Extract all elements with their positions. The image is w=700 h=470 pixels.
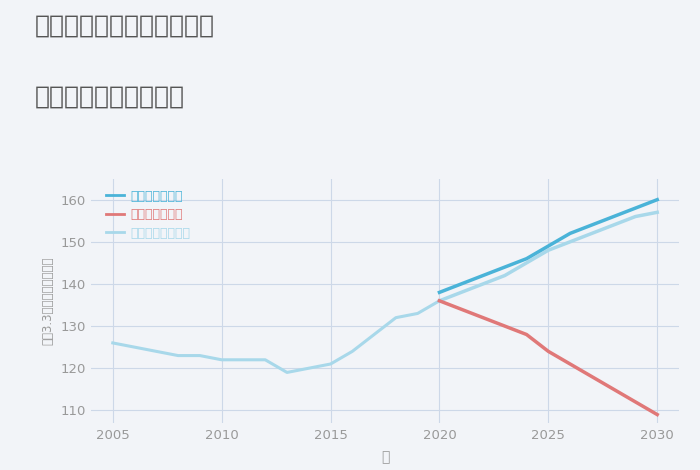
Line: グッドシナリオ: グッドシナリオ [440,200,657,292]
バッドシナリオ [457,306,466,312]
グッドシナリオ [435,290,444,295]
ノーマルシナリオ [631,214,640,219]
グッドシナリオ [479,273,487,278]
グッドシナリオ [566,231,574,236]
バッドシナリオ [435,298,444,304]
グッドシナリオ [500,264,509,270]
バッドシナリオ [653,412,662,417]
グッドシナリオ [457,281,466,287]
グッドシナリオ [544,243,552,249]
ノーマルシナリオ [566,239,574,244]
ノーマルシナリオ [479,281,487,287]
バッドシナリオ [610,386,618,392]
Line: バッドシナリオ: バッドシナリオ [440,301,657,415]
バッドシナリオ [566,361,574,367]
ノーマルシナリオ [588,231,596,236]
グッドシナリオ [653,197,662,203]
バッドシナリオ [631,399,640,405]
バッドシナリオ [479,315,487,321]
Text: 中古戸建ての価格推移: 中古戸建ての価格推移 [35,85,185,109]
グッドシナリオ [522,256,531,261]
グッドシナリオ [588,222,596,228]
ノーマルシナリオ [610,222,618,228]
Y-axis label: 坪（3.3㎡）単価（万円）: 坪（3.3㎡）単価（万円） [41,257,55,345]
グッドシナリオ [610,214,618,219]
ノーマルシナリオ [544,247,552,253]
X-axis label: 年: 年 [381,450,389,464]
Text: 兵庫県西宮市今津社前町の: 兵庫県西宮市今津社前町の [35,14,215,38]
Legend: グッドシナリオ, バッドシナリオ, ノーマルシナリオ: グッドシナリオ, バッドシナリオ, ノーマルシナリオ [103,187,193,243]
Line: ノーマルシナリオ: ノーマルシナリオ [440,212,657,301]
バッドシナリオ [544,349,552,354]
バッドシナリオ [588,374,596,379]
ノーマルシナリオ [457,290,466,295]
ノーマルシナリオ [653,210,662,215]
バッドシナリオ [500,323,509,329]
ノーマルシナリオ [522,260,531,266]
ノーマルシナリオ [500,273,509,278]
バッドシナリオ [522,332,531,337]
グッドシナリオ [631,205,640,211]
ノーマルシナリオ [435,298,444,304]
